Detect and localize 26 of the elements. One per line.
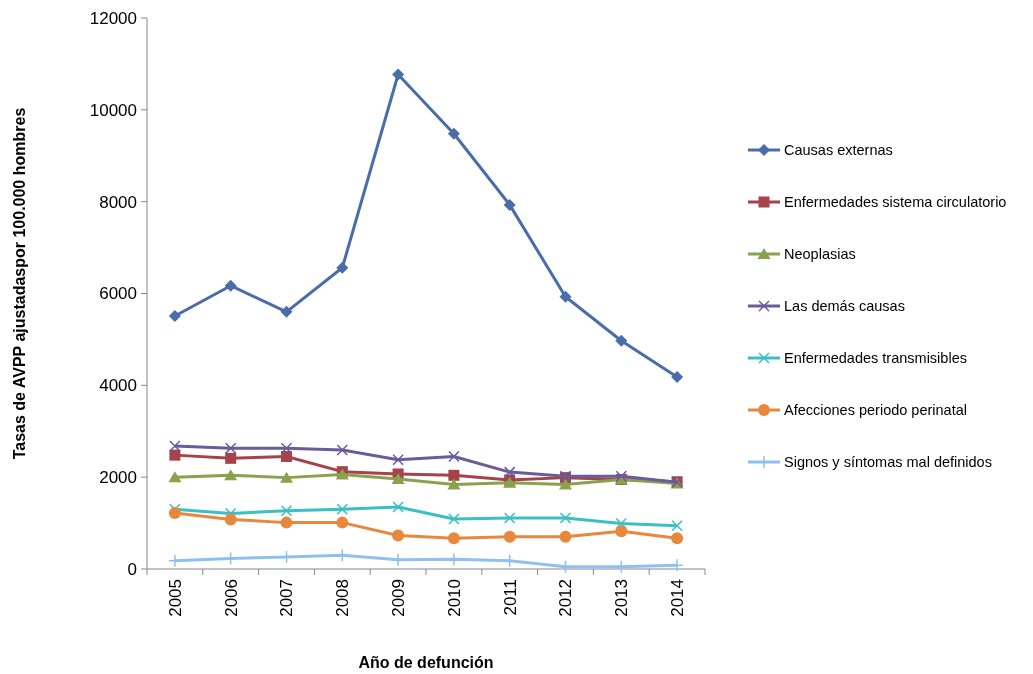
y-axis-title: Tasas de AVPP ajustadaspor 100.000 hombres [11, 107, 28, 460]
y-tick-label: 4000 [99, 376, 137, 396]
y-tick-label: 6000 [99, 284, 137, 304]
legend-label: Afecciones periodo perinatal [784, 402, 967, 419]
legend-label: Enfermedades transmisibles [784, 350, 967, 367]
y-tick-label: 12000 [89, 8, 137, 28]
x-tick-label: 2006 [221, 579, 241, 617]
x-tick-label: 2005 [165, 579, 185, 617]
legend-label: Enfermedades sistema circulatorio [784, 194, 1007, 211]
legend-label: Las demás causas [784, 298, 905, 315]
x-tick-label: 2009 [389, 579, 409, 617]
y-tick-label: 10000 [89, 100, 137, 120]
x-tick-label: 2011 [500, 579, 520, 616]
x-tick-label: 2010 [444, 579, 464, 617]
y-tick-label: 8000 [99, 192, 137, 212]
x-tick-label: 2013 [612, 579, 632, 617]
legend-label: Causas externas [784, 142, 893, 159]
y-tick-label: 2000 [99, 468, 137, 488]
x-tick-label: 2008 [333, 579, 353, 617]
legend-label: Neoplasias [784, 246, 856, 263]
x-tick-label: 2012 [556, 579, 576, 617]
x-tick-label: 2014 [668, 579, 688, 617]
x-tick-label: 2007 [277, 579, 297, 617]
legend-label: Signos y síntomas mal definidos [784, 454, 992, 471]
x-axis-title: Año de defunción [358, 654, 494, 671]
y-tick-label: 0 [127, 559, 137, 579]
